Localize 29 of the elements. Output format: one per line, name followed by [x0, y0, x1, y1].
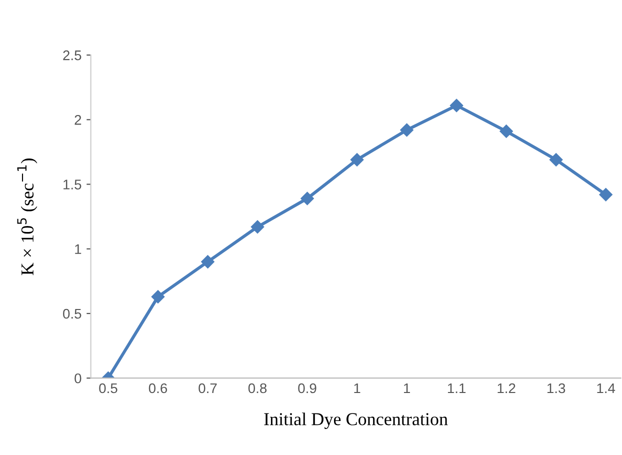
- x-axis-title: Initial Dye Concentration: [264, 412, 448, 430]
- y-tick-label: 2.5: [63, 50, 82, 60]
- point: [599, 188, 612, 202]
- x-tick-label: 1.1: [448, 383, 466, 394]
- y-tick-label: 1.5: [64, 180, 82, 190]
- y-tick-label: 0: [74, 373, 82, 384]
- y-tick-label: 2: [74, 115, 82, 125]
- point: [201, 255, 214, 268]
- y-tick-label: 0.5: [63, 308, 82, 319]
- point: [300, 192, 314, 206]
- y-axis-title: K × 10$^{5}$ (sec$^{−1}$): [17, 158, 38, 276]
- y-tick-label: 1: [75, 244, 82, 254]
- x-tick-label: 0.8: [248, 383, 267, 394]
- x-tick-label: 1: [404, 383, 410, 394]
- point: [400, 123, 414, 137]
- x-tick-label: 1: [354, 383, 360, 394]
- x-tick-label: 1.4: [597, 383, 616, 394]
- x-tick-label: 1.2: [498, 383, 516, 394]
- x-tick-label: 0.5: [99, 383, 118, 394]
- x-tick-label: 0.6: [148, 383, 168, 394]
- point: [450, 98, 464, 112]
- x-tick-label: 0.9: [298, 383, 316, 394]
- point: [500, 124, 513, 138]
- point: [151, 290, 165, 304]
- point: [549, 153, 563, 166]
- x-tick-label: 1.3: [547, 383, 566, 394]
- point: [250, 220, 264, 234]
- point: [350, 153, 364, 166]
- x-tick-label: 0.7: [198, 383, 217, 394]
